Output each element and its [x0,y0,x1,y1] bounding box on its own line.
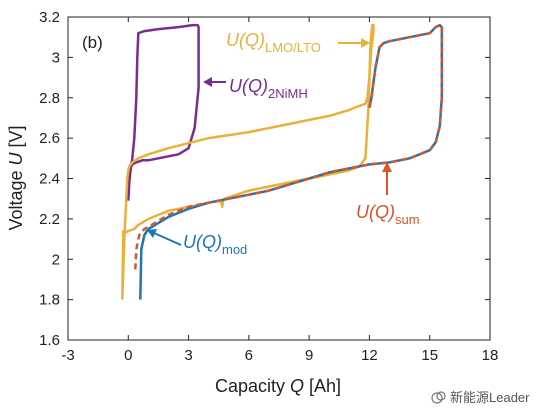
panel-label: (b) [82,33,103,52]
annotation-mod: U(Q)mod [147,229,247,257]
annotation-nimh: U(Q)2NiMH [203,76,308,101]
y-tick-label: 3 [52,49,60,66]
arrow-nimh-head [203,77,212,87]
x-tick-label: 3 [184,347,192,364]
x-axis-title: Capacity Q [Ah] [215,376,341,396]
series-line-sum [134,23,444,270]
x-tick-label: 15 [421,347,438,364]
series-line-lmo [121,23,375,300]
series-line-nimh [127,23,200,201]
y-tick-label: 2.2 [39,211,60,228]
x-tick-label: 12 [361,347,378,364]
plot-frame [67,16,491,341]
y-axis-title: Voltage U [V] [6,125,26,230]
arrow-lmo-head [361,38,370,48]
x-tick-label: 9 [305,347,313,364]
ticks-layer: -3 0 3 6 9 12 15 18 1.6 1.8 2 2.2 2.4 2.6 2.8 3 3.2 [39,9,498,364]
y-tick-label: 1.6 [39,332,60,349]
arrow-sum-head [382,162,392,172]
x-tick-label: 18 [482,347,499,364]
annotation-lmo: U(Q)LMO/LTO [226,30,370,55]
x-tick-label: -3 [61,347,74,364]
y-tick-label: 2 [52,251,60,268]
wechat-icon [431,392,443,404]
annotation-sum: U(Q)sum [356,162,420,227]
watermark-text: 新能源Leader [450,390,530,405]
watermark: 新能源Leader [431,390,530,405]
y-tick-label: 1.8 [39,292,60,309]
arrow-mod-head [147,229,157,238]
svg-text:U(Q)sum: U(Q)sum [356,202,420,227]
arrow-mod [153,232,182,246]
y-tick-label: 2.4 [39,171,60,188]
svg-text:U(Q)2NiMH: U(Q)2NiMH [229,76,308,101]
y-tick-label: 2.6 [39,130,60,147]
series-line-mod [139,23,444,300]
x-tick-label: 6 [245,347,253,364]
series-layer [121,23,444,300]
svg-text:U(Q)mod: U(Q)mod [183,232,247,257]
y-tick-label: 3.2 [39,9,60,26]
svg-text:U(Q)LMO/LTO: U(Q)LMO/LTO [226,30,321,55]
wechat-icon-inner [436,391,446,401]
y-tick-label: 2.8 [39,90,60,107]
x-tick-label: 0 [124,347,132,364]
